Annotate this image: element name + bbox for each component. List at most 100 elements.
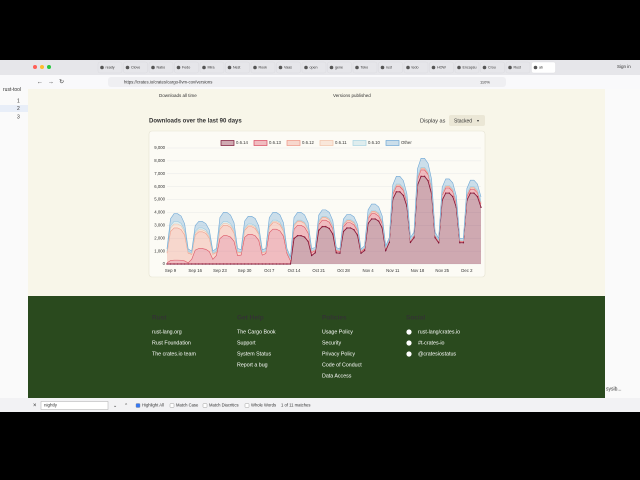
footer-link[interactable]: Support — [237, 340, 256, 346]
x-tick-label: Oct 7 — [264, 268, 275, 273]
tab[interactable] — [429, 61, 454, 74]
find-checkbox[interactable] — [202, 403, 208, 408]
tab[interactable] — [148, 61, 174, 74]
footer-link[interactable]: System Status — [237, 351, 271, 357]
tab[interactable] — [505, 61, 531, 74]
select-caret[interactable]: ▾ — [477, 118, 479, 123]
min-dot[interactable] — [40, 65, 44, 69]
tab[interactable] — [225, 61, 250, 74]
legend-swatch[interactable] — [286, 140, 301, 146]
tab-title[interactable]: Rust — [514, 65, 521, 69]
find-option[interactable]: Highlight All — [142, 403, 164, 408]
footer-link[interactable]: Code of Conduct — [322, 362, 362, 368]
point — [300, 234, 302, 237]
footer-link[interactable]: The crates.io team — [152, 351, 196, 357]
point — [240, 263, 242, 265]
url[interactable]: https://crates.io/crates/cargo-llvm-cov/… — [124, 80, 212, 85]
find-option[interactable]: Whole Words — [251, 403, 276, 408]
footer-link[interactable]: rust-lang/crates.io — [418, 329, 460, 335]
point — [434, 237, 436, 239]
close-dot[interactable] — [33, 65, 37, 69]
tab-title[interactable]: Rook — [259, 65, 268, 69]
footer-link[interactable]: Report a bug — [237, 362, 268, 368]
point — [183, 263, 186, 265]
legend-swatch[interactable] — [352, 140, 367, 146]
footer-link[interactable]: Privacy Policy — [322, 351, 355, 357]
tab-title[interactable]: Nabo — [157, 65, 166, 69]
tab-title[interactable]: Crou — [488, 65, 496, 69]
legend-swatch[interactable] — [319, 140, 334, 146]
back[interactable]: ← — [37, 80, 43, 86]
tab-title[interactable]: Mira — [208, 65, 215, 69]
find-checkbox[interactable] — [135, 403, 141, 408]
tab[interactable] — [327, 61, 352, 74]
tab[interactable] — [480, 61, 505, 74]
tab[interactable] — [403, 61, 429, 74]
legend-label[interactable]: 0.6.13 — [269, 140, 282, 145]
tab-title[interactable]: gene — [335, 65, 343, 69]
tab-title[interactable]: Toko — [361, 65, 369, 69]
tab-title[interactable]: Clove — [131, 65, 140, 69]
display-value[interactable]: Stacked — [454, 118, 472, 124]
tab-title[interactable]: HOW — [437, 65, 446, 69]
legend-swatch[interactable] — [220, 140, 235, 146]
tab[interactable] — [174, 61, 199, 74]
tab-title[interactable]: open — [310, 65, 318, 69]
profile[interactable]: Sign in — [617, 64, 631, 69]
forward[interactable]: → — [48, 80, 54, 86]
tab[interactable] — [199, 61, 225, 74]
url-bar[interactable] — [108, 77, 506, 87]
tab[interactable] — [531, 61, 556, 74]
find-input[interactable] — [40, 401, 109, 410]
footer-link[interactable]: Rust Foundation — [152, 340, 191, 346]
point — [176, 263, 179, 265]
point — [205, 263, 207, 265]
legend-label[interactable]: Other — [401, 140, 412, 145]
point — [190, 263, 193, 265]
tab[interactable] — [378, 61, 403, 74]
tab-title[interactable]: ab — [539, 65, 543, 69]
legend-label[interactable]: 0.6.12 — [302, 140, 315, 145]
find-query[interactable]: nightly — [44, 403, 58, 408]
footer-link[interactable]: Usage Policy — [322, 329, 353, 335]
tab-title[interactable]: Encapsu — [463, 65, 477, 69]
tab[interactable] — [250, 61, 276, 74]
legend-label[interactable]: 0.6.11 — [335, 140, 347, 145]
footer-link[interactable]: @cratesiostatus — [418, 351, 456, 357]
tab-title[interactable]: tedo — [412, 65, 419, 69]
find-checkbox[interactable] — [169, 403, 175, 408]
max-dot[interactable] — [47, 65, 51, 69]
find-option[interactable]: Match Diacritics — [209, 403, 239, 408]
find-close[interactable]: × — [33, 403, 37, 409]
legend-label[interactable]: 0.6.10 — [368, 140, 381, 145]
find-checkbox[interactable] — [244, 403, 250, 408]
reload[interactable]: ↻ — [59, 80, 64, 86]
tab[interactable] — [123, 61, 148, 74]
footer-link[interactable]: The Cargo Book — [237, 329, 276, 335]
tab[interactable] — [301, 61, 327, 74]
footer-link[interactable]: Security — [322, 340, 341, 346]
terminal-title: rust-tool — [3, 87, 21, 93]
find-prev[interactable]: ⌄ — [113, 403, 117, 409]
tab[interactable] — [276, 61, 301, 74]
tab[interactable] — [454, 61, 480, 74]
tab-title[interactable]: Nest — [233, 65, 240, 69]
legend-swatch[interactable] — [253, 140, 268, 146]
find-option[interactable]: Match Case — [176, 403, 199, 408]
zoom[interactable]: 110% — [480, 80, 490, 85]
footer-link[interactable]: #t-crates-io — [418, 340, 445, 346]
legend-label[interactable]: 0.6.14 — [236, 140, 249, 145]
display-select[interactable] — [449, 115, 485, 126]
tab-title[interactable]: rust — [386, 65, 392, 69]
point — [247, 263, 249, 265]
footer-heading: Policies — [322, 315, 347, 322]
tab[interactable] — [352, 61, 378, 74]
footer-link[interactable]: rust-lang.org — [152, 329, 182, 335]
tab[interactable] — [97, 61, 123, 74]
legend-swatch[interactable] — [385, 140, 400, 146]
tab-title[interactable]: Vaas — [284, 65, 292, 69]
footer-link[interactable]: Data Access — [322, 373, 352, 379]
tab-title[interactable]: ready — [106, 65, 115, 69]
find-next[interactable]: ⌃ — [124, 403, 128, 409]
tab-title[interactable]: Fedo — [182, 65, 190, 69]
